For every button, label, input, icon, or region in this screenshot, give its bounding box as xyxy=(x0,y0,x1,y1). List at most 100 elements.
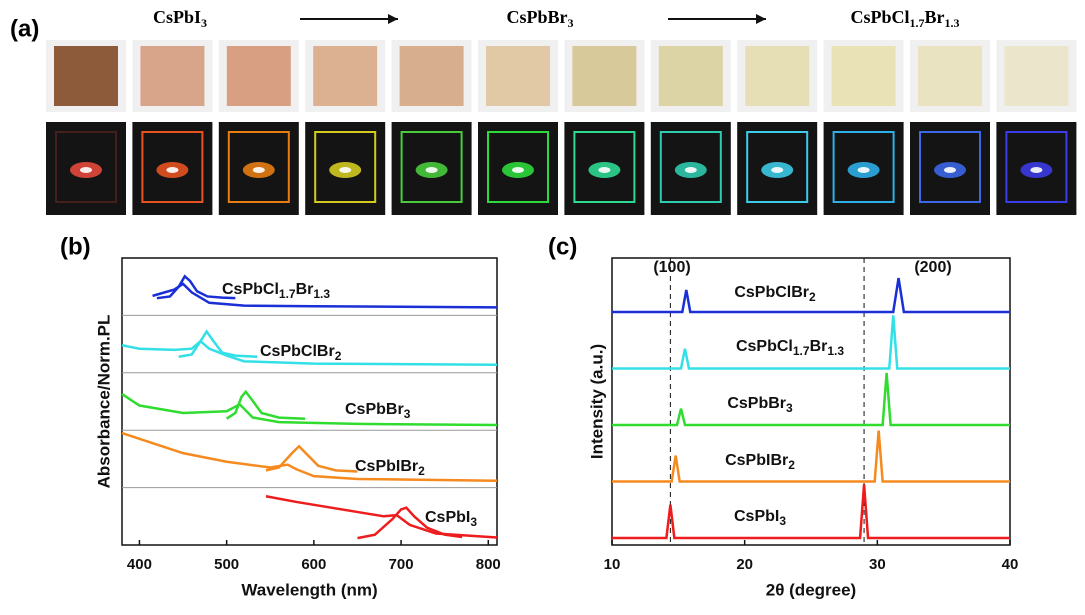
sample-glow-core xyxy=(252,167,265,173)
label-part: CsPbI xyxy=(425,509,470,526)
annotation: (200) xyxy=(914,259,951,276)
x-tick-label: 30 xyxy=(869,556,886,573)
sample-glow-core xyxy=(598,167,611,173)
x-tick-label: 700 xyxy=(389,556,414,573)
label-part: 3 xyxy=(568,16,574,30)
x-tick-label: 800 xyxy=(476,556,501,573)
sample-glow-frame xyxy=(746,131,809,203)
sample-glow-frame xyxy=(573,131,636,203)
xrd-curve xyxy=(612,484,1010,540)
label-part: CsPbBr xyxy=(506,7,567,27)
label-part: 1.7 xyxy=(279,287,296,301)
series-label: CsPbI3 xyxy=(425,509,477,529)
sample-glow-core xyxy=(80,167,92,173)
pl-curve xyxy=(156,274,236,300)
sample-film xyxy=(54,46,118,106)
label-part: 3 xyxy=(404,407,411,421)
arrow-head xyxy=(756,14,766,24)
label-part: 3 xyxy=(201,16,207,30)
sample-glow-frame xyxy=(919,131,981,203)
series-label: CsPbIBr2 xyxy=(725,452,795,472)
sample-film xyxy=(918,46,982,106)
label-part: CsPbI xyxy=(153,7,201,27)
sample-film xyxy=(399,46,464,106)
sample-glow-core xyxy=(771,167,784,173)
sample-glow-core xyxy=(339,167,352,173)
plot-frame xyxy=(611,257,1011,546)
absorption-curve xyxy=(265,494,498,539)
photo-caption: CsPbBr3 xyxy=(506,7,573,30)
y-axis-label: Absorbance/Norm.PL xyxy=(94,315,113,489)
sample-film xyxy=(140,46,205,106)
sample-film xyxy=(572,46,637,106)
label-part: 3 xyxy=(779,514,786,528)
arrow-head xyxy=(388,14,398,24)
x-axis-label: Wavelength (nm) xyxy=(241,580,377,599)
series-label: CsPbCl1.7Br1.3 xyxy=(222,281,330,301)
sample-film xyxy=(486,46,550,106)
label-part: 3 xyxy=(786,401,793,415)
label-part: CsPbBr xyxy=(727,395,786,412)
sample-glow-core xyxy=(684,167,697,173)
plot-frame xyxy=(121,257,498,546)
label-part: CsPbIBr xyxy=(725,452,788,469)
x-tick-label: 400 xyxy=(127,556,152,573)
sample-glow-frame xyxy=(400,131,463,203)
sample-glow-frame xyxy=(659,131,722,203)
label-part: CsPbIBr xyxy=(355,458,418,475)
y-axis-label: Intensity (a.u.) xyxy=(587,344,606,459)
label-part: Br xyxy=(296,281,314,298)
sample-glow-core xyxy=(857,167,870,173)
sample-glow-frame xyxy=(832,131,895,203)
x-tick-label: 600 xyxy=(301,556,326,573)
label-part: Br xyxy=(925,7,945,27)
photo-panel xyxy=(46,40,1077,215)
sample-glow-frame xyxy=(314,131,377,203)
sample-glow-frame xyxy=(55,131,117,203)
x-tick-label: 500 xyxy=(214,556,239,573)
sample-glow-core xyxy=(944,167,956,173)
x-tick-label: 40 xyxy=(1002,556,1019,573)
absorption-curve xyxy=(121,392,498,427)
series-label: CsPbCl1.7Br1.3 xyxy=(736,338,844,358)
sample-film xyxy=(658,46,723,106)
pl-curve xyxy=(178,329,258,358)
xrd-curve xyxy=(612,430,1010,483)
pl-curve xyxy=(357,506,463,540)
label-part: 1.7 xyxy=(793,344,810,358)
absorption-curve xyxy=(121,339,498,367)
series-label: CsPbClBr2 xyxy=(260,343,342,363)
label-part: 2 xyxy=(335,349,342,363)
sample-film xyxy=(1004,46,1069,106)
sample-glow-frame xyxy=(487,131,549,203)
series-label: CsPbBr3 xyxy=(345,401,411,421)
label-part: 1.3 xyxy=(827,344,844,358)
sample-film xyxy=(745,46,810,106)
label-part: CsPbI xyxy=(734,508,779,525)
x-axis-label: 2θ (degree) xyxy=(766,580,856,599)
label-part: CsPbClBr xyxy=(260,343,335,360)
label-part: CsPbCl xyxy=(222,281,279,298)
sample-glow-core xyxy=(512,167,524,173)
sample-film xyxy=(831,46,896,106)
label-part: 1.3 xyxy=(945,16,960,30)
series-label: CsPbIBr2 xyxy=(355,458,425,478)
sample-film xyxy=(313,46,378,106)
sample-glow-frame xyxy=(227,131,290,203)
label-part: 1.3 xyxy=(313,287,330,301)
xrd-curve xyxy=(612,277,1010,314)
pl-curve xyxy=(265,444,358,473)
label-part: Br xyxy=(810,338,828,355)
sample-glow-core xyxy=(425,167,438,173)
label-part: CsPbCl xyxy=(850,7,909,27)
series-label: CsPbI3 xyxy=(734,508,786,528)
label-part: 3 xyxy=(470,515,477,529)
label-part: 2 xyxy=(418,464,425,478)
sample-glow-frame xyxy=(1005,131,1068,203)
label-part: CsPbClBr xyxy=(734,284,809,301)
annotation: (100) xyxy=(653,259,690,276)
xrd-curve xyxy=(612,372,1010,427)
series-label: CsPbClBr2 xyxy=(734,284,816,304)
panel-label: (b) xyxy=(60,233,91,260)
